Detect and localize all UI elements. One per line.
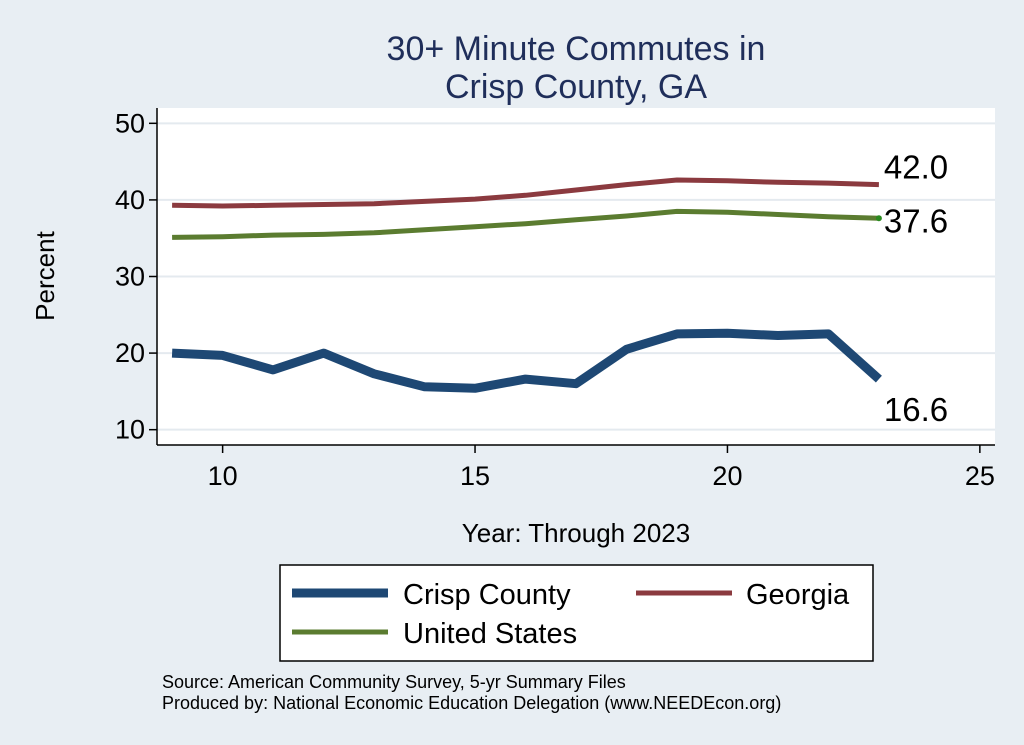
- x-tick-label-10: 10: [208, 461, 238, 491]
- chart-title-line-1: 30+ Minute Commutes in: [387, 30, 766, 68]
- series-line-georgia: [172, 177, 879, 209]
- legend-label-united-states: United States: [403, 618, 577, 650]
- x-axis-label: Year: Through 2023: [462, 518, 690, 548]
- series-line-crisp-county: [171, 328, 882, 393]
- legend-label-georgia: Georgia: [746, 579, 850, 611]
- chart-title-line-2: Crisp County, GA: [445, 68, 707, 106]
- y-axis-label: Percent: [30, 230, 60, 320]
- legend-box: [279, 564, 874, 662]
- series-line-united-states: [172, 208, 879, 240]
- legend: Crisp County Georgia United States: [279, 564, 874, 662]
- x-tick-label-20: 20: [712, 461, 742, 491]
- x-tick-label-15: 15: [460, 461, 490, 491]
- y-tick-label-30: 30: [115, 262, 145, 292]
- y-tick-label-50: 50: [115, 108, 145, 138]
- axis-layer: 10 20 30 40 50 10 15 20 25: [115, 108, 995, 491]
- y-tick-label-20: 20: [115, 338, 145, 368]
- produced-by-note: Produced by: National Economic Education…: [162, 693, 781, 713]
- series-end-dot-united-states: [875, 215, 882, 222]
- end-label-united-states: 37.6: [884, 202, 948, 239]
- end-label-layer: 42.0 37.6 16.6: [884, 149, 948, 429]
- source-note: Source: American Community Survey, 5-yr …: [162, 672, 626, 692]
- legend-label-crisp-county: Crisp County: [403, 579, 571, 611]
- y-tick-label-40: 40: [115, 185, 145, 215]
- series-layer: [171, 177, 882, 393]
- y-tick-label-10: 10: [115, 415, 145, 445]
- x-tick-label-25: 25: [965, 461, 995, 491]
- grid-layer: [157, 122, 995, 431]
- end-label-georgia: 42.0: [884, 149, 948, 186]
- end-label-crisp-county: 16.6: [884, 391, 948, 428]
